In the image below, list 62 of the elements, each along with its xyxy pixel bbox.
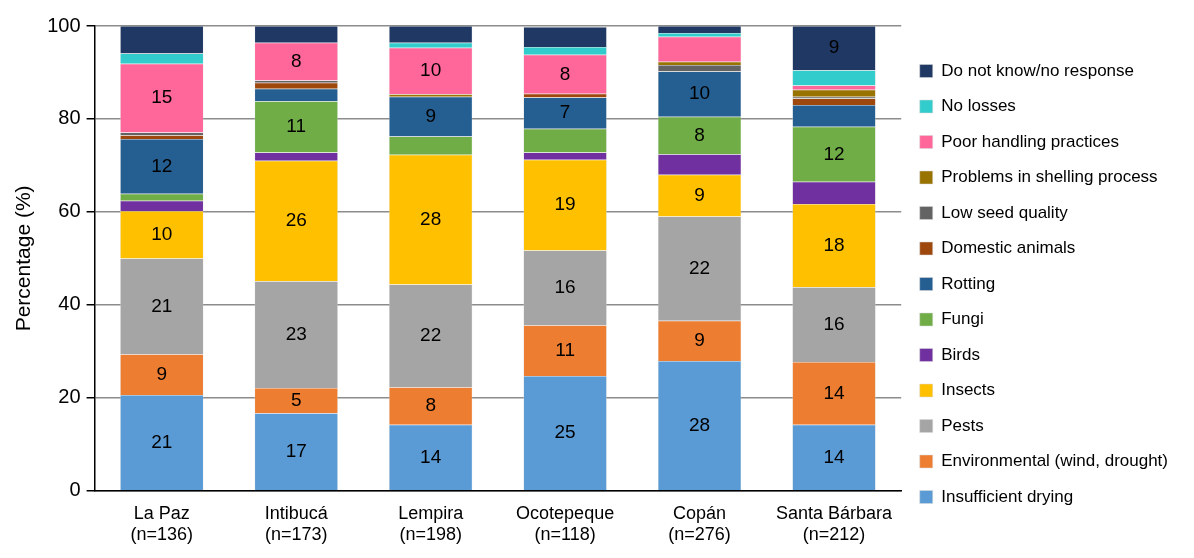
data-label: 10 [151,222,173,244]
data-label: 9 [828,36,840,58]
data-label: 9 [694,329,705,351]
legend-label: Fungi [941,309,984,329]
data-label: 12 [151,154,173,176]
data-label: 19 [554,193,576,215]
legend-label: No losses [941,96,1016,116]
data-label: 28 [420,207,442,229]
data-label: 8 [694,123,705,145]
legend-label: Do not know/no response [941,60,1135,80]
data-label: 14 [823,445,845,467]
y-tick-label: 40 [58,292,81,315]
legend-label: Poor handling practices [941,131,1119,151]
legend-label: Pests [941,415,984,435]
legend-label: Domestic animals [941,238,1076,258]
data-label: 8 [425,394,436,416]
data-label: 9 [694,183,705,205]
x-tick-label: Santa Bárbara (n=212) [775,502,894,545]
y-tick-label: 0 [69,478,81,501]
x-tick-label: Intibucá (n=173) [264,502,329,545]
data-label: 12 [823,142,845,164]
data-label: 17 [285,439,307,461]
y-axis-title: Percentage (%) [11,185,35,332]
data-label: 14 [420,445,442,467]
data-label: 5 [290,388,302,410]
data-label: 10 [688,82,711,104]
data-label: 26 [285,209,307,231]
data-label: 14 [823,381,845,403]
y-tick-label: 80 [58,106,81,129]
y-tick-label: 60 [58,199,81,222]
legend-label: Low seed quality [941,202,1069,222]
legend-label: Insufficient drying [941,486,1074,506]
legend-label: Environmental (wind, drought) [941,451,1168,471]
x-tick-label: La Paz (n=136) [130,502,194,545]
data-label: 11 [286,115,307,137]
data-label: 21 [151,294,173,316]
data-label: 9 [425,104,436,126]
data-label: 22 [688,256,711,278]
y-tick-label: 20 [58,385,81,408]
legend-label: Insects [941,380,996,400]
data-label: 16 [823,312,845,334]
x-tick-label: Ocotepeque (n=118) [516,502,615,545]
legend-label: Rotting [941,273,996,293]
legend-label: Birds [941,344,980,364]
data-label: 11 [555,338,575,360]
y-tick-label: 100 [47,13,81,36]
data-label: 15 [151,86,173,108]
legend-label: Problems in shelling process [941,167,1158,187]
data-label: 8 [290,49,302,71]
x-tick-label: Copán (n=276) [668,502,731,545]
x-tick-label: Lempira (n=198) [398,502,465,545]
data-label: 7 [559,101,571,123]
data-label: 25 [554,421,576,443]
data-label: 18 [823,233,845,255]
data-label: 8 [559,62,571,84]
data-label: 22 [420,324,442,346]
data-label: 16 [554,276,576,298]
data-label: 10 [420,59,442,81]
data-label: 28 [688,413,711,435]
data-label: 23 [285,322,307,344]
data-label: 21 [151,430,173,452]
data-label: 9 [156,362,168,384]
